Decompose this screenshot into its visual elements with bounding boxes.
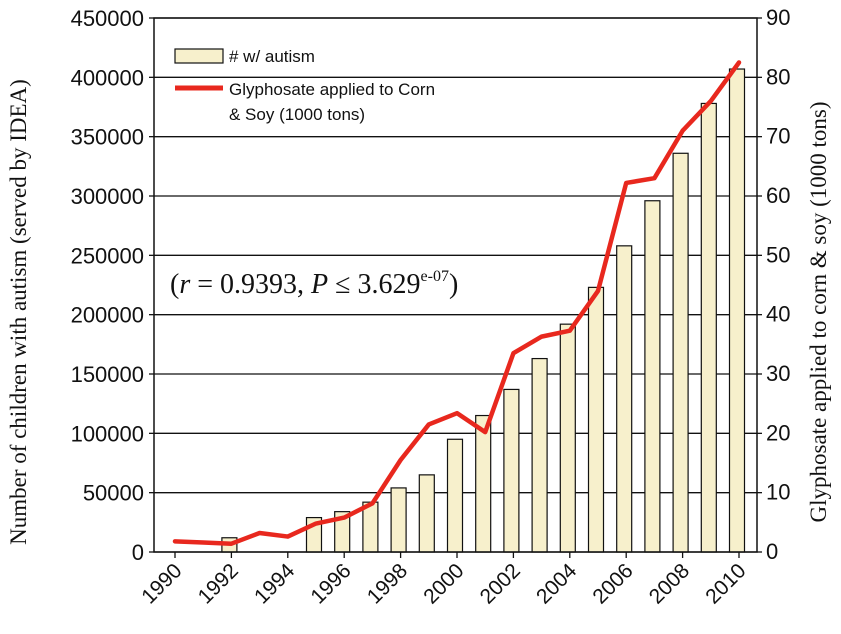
y-tick-label-left: 450000	[71, 6, 144, 31]
bar-autism	[418, 474, 435, 553]
legend: # w/ autism Glyphosate applied to Corn &…	[174, 47, 435, 124]
left-axis-ticks: 0 50000 100000 150000 200000 250000 300000 3500…	[71, 6, 154, 565]
y-tick-label-left: 350000	[71, 125, 144, 150]
x-tick-label: 2010	[701, 559, 750, 608]
y-tick-label-right: 10	[766, 480, 790, 505]
y-tick-label-left: 400000	[71, 65, 144, 90]
annot-open: (	[170, 269, 179, 300]
y-tick-label-right: 20	[766, 420, 790, 445]
y-tick-label-right: 0	[766, 539, 778, 564]
x-tick-label: 1990	[137, 559, 186, 608]
legend-label-glyphosate-line2: & Soy (1000 tons)	[229, 105, 365, 124]
bar-autism	[390, 487, 407, 553]
annot-r-symbol: r	[179, 269, 190, 300]
bar-autism	[672, 152, 689, 553]
y-tick-label-right: 40	[766, 302, 790, 327]
annot-p-value: ≤ 3.629	[328, 269, 420, 300]
y-tick-label-right: 70	[766, 124, 790, 149]
y-tick-label-left: 150000	[71, 362, 144, 387]
y-tick-label-right: 80	[766, 64, 790, 89]
bar-autism	[559, 323, 576, 553]
bar-autism	[362, 501, 379, 553]
x-tick-label: 2004	[532, 559, 582, 609]
legend-swatch-autism	[174, 48, 224, 64]
bar-autism	[644, 200, 661, 553]
x-tick-label: 1998	[363, 559, 412, 608]
y-tick-label-left: 100000	[71, 421, 144, 446]
glyphosate-line-layer	[172, 60, 742, 546]
right-axis-ticks: 0 10 20 30 40 50 60 70 80 90	[757, 5, 790, 564]
y-axis-left-title: Number of children with autism (served b…	[6, 79, 31, 545]
legend-label-glyphosate-line1: Glyphosate applied to Corn	[229, 80, 435, 99]
x-tick-label: 1996	[306, 559, 355, 608]
bar-autism	[616, 245, 633, 553]
x-tick-label: 1992	[194, 559, 243, 608]
legend-label-autism: # w/ autism	[229, 47, 315, 66]
x-tick-label: 1994	[250, 559, 300, 609]
y-tick-label-right: 50	[766, 242, 790, 267]
bar-autism	[503, 388, 520, 553]
y-tick-label-right: 90	[766, 5, 790, 30]
bar-autism	[700, 102, 717, 553]
correlation-annotation: (r = 0.9393, P ≤ 3.629e-07)	[170, 268, 458, 300]
bar-autism	[446, 438, 464, 553]
x-tick-label: 2008	[645, 559, 694, 608]
annot-close: )	[449, 269, 458, 300]
bar-autism	[728, 68, 746, 553]
bar-autism	[587, 286, 605, 553]
annot-p-symbol: P	[310, 269, 328, 300]
x-tick-label: 2002	[476, 559, 525, 608]
x-tick-label: 2000	[419, 559, 468, 608]
y-tick-label-right: 60	[766, 183, 790, 208]
bar-autism	[475, 414, 492, 553]
y-tick-label-right: 30	[766, 361, 790, 386]
y-tick-label-left: 250000	[71, 243, 144, 268]
x-tick-label: 2006	[588, 559, 637, 608]
y-tick-label-left: 50000	[83, 481, 144, 506]
y-axis-right-title: Glyphosate applied to corn & soy (1000 t…	[806, 102, 831, 523]
bar-autism	[531, 357, 548, 553]
annot-p-exponent: e-07	[421, 268, 449, 285]
y-tick-label-left: 200000	[71, 303, 144, 328]
y-tick-label-left: 0	[132, 540, 144, 565]
annot-r-value: = 0.9393,	[190, 269, 311, 300]
plot-frame	[153, 17, 758, 553]
autism-bars	[221, 68, 746, 553]
x-axis-ticks: 1990 1992 1994 1996 1998 2000 2002 2004 2006 2008…	[137, 552, 751, 609]
glyphosate-line	[172, 60, 742, 546]
y-tick-label-left: 300000	[71, 184, 144, 209]
